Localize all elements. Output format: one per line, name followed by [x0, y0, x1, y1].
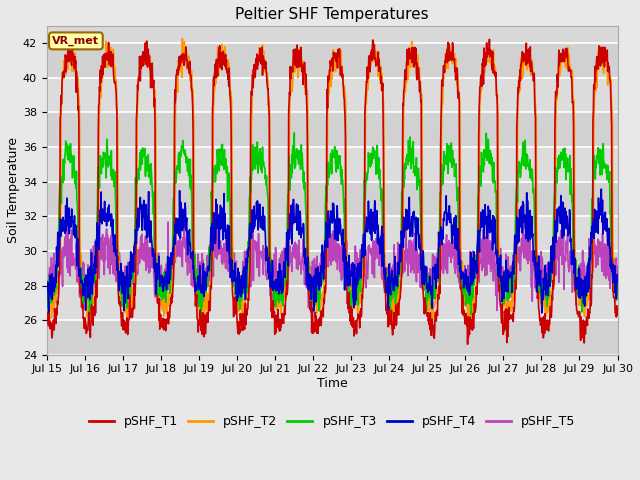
- Bar: [47, 251, 618, 286]
- pSHF_T3: [197, 314, 205, 320]
- Bar: [47, 78, 618, 112]
- pSHF_T3: [496, 275, 504, 280]
- Line: pSHF_T5: pSHF_T5: [47, 209, 618, 315]
- pSHF_T5: [496, 288, 504, 294]
- pSHF_T2: [234, 309, 242, 314]
- pSHF_T5: [234, 292, 241, 298]
- Bar: [47, 112, 618, 147]
- pSHF_T2: [156, 302, 164, 308]
- pSHF_T3: [234, 296, 242, 302]
- pSHF_T5: [156, 272, 164, 278]
- pSHF_T5: [388, 312, 396, 318]
- pSHF_T5: [547, 265, 554, 271]
- pSHF_T4: [234, 278, 241, 284]
- pSHF_T4: [614, 278, 621, 284]
- Bar: [47, 43, 618, 78]
- pSHF_T1: [234, 325, 241, 331]
- pSHF_T3: [422, 283, 429, 289]
- pSHF_T1: [496, 299, 504, 304]
- pSHF_T5: [519, 206, 527, 212]
- Title: Peltier SHF Temperatures: Peltier SHF Temperatures: [236, 7, 429, 22]
- pSHF_T2: [179, 36, 186, 41]
- pSHF_T4: [547, 283, 554, 289]
- pSHF_T5: [614, 290, 621, 296]
- pSHF_T4: [598, 186, 605, 192]
- pSHF_T1: [614, 312, 621, 318]
- Bar: [47, 286, 618, 320]
- pSHF_T2: [85, 324, 93, 330]
- pSHF_T1: [547, 303, 554, 309]
- pSHF_T2: [496, 272, 504, 278]
- Bar: [47, 147, 618, 181]
- Bar: [47, 320, 618, 355]
- pSHF_T1: [486, 36, 493, 42]
- Y-axis label: Soil Temperature: Soil Temperature: [7, 137, 20, 243]
- pSHF_T2: [614, 292, 621, 298]
- pSHF_T1: [156, 326, 164, 332]
- pSHF_T3: [547, 276, 554, 282]
- pSHF_T4: [156, 283, 164, 289]
- Line: pSHF_T1: pSHF_T1: [47, 39, 618, 344]
- pSHF_T3: [170, 195, 177, 201]
- pSHF_T2: [170, 264, 178, 269]
- pSHF_T4: [538, 310, 546, 316]
- pSHF_T5: [170, 259, 177, 265]
- Bar: [47, 216, 618, 251]
- Line: pSHF_T3: pSHF_T3: [47, 133, 618, 317]
- Legend: pSHF_T1, pSHF_T2, pSHF_T3, pSHF_T4, pSHF_T5: pSHF_T1, pSHF_T2, pSHF_T3, pSHF_T4, pSHF…: [84, 410, 580, 433]
- pSHF_T1: [421, 295, 429, 301]
- Line: pSHF_T2: pSHF_T2: [47, 38, 618, 327]
- pSHF_T3: [43, 295, 51, 301]
- pSHF_T4: [43, 281, 51, 287]
- pSHF_T4: [421, 275, 429, 280]
- pSHF_T3: [291, 130, 298, 136]
- Line: pSHF_T4: pSHF_T4: [47, 189, 618, 313]
- pSHF_T2: [43, 293, 51, 299]
- pSHF_T3: [156, 288, 164, 294]
- pSHF_T3: [614, 279, 621, 285]
- pSHF_T5: [43, 268, 51, 274]
- pSHF_T2: [547, 288, 554, 294]
- pSHF_T4: [170, 238, 177, 243]
- X-axis label: Time: Time: [317, 377, 348, 390]
- pSHF_T5: [421, 280, 429, 286]
- pSHF_T4: [495, 275, 503, 280]
- Text: VR_met: VR_met: [52, 36, 99, 46]
- pSHF_T1: [43, 313, 51, 319]
- pSHF_T1: [170, 270, 177, 276]
- pSHF_T2: [422, 274, 429, 279]
- Bar: [47, 181, 618, 216]
- pSHF_T1: [464, 341, 472, 347]
